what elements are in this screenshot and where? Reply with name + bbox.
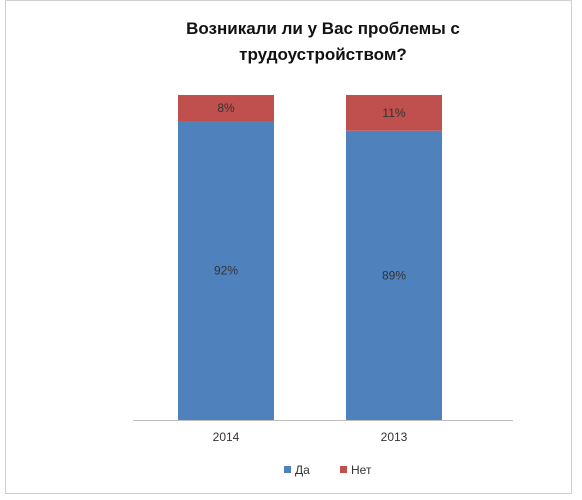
chart-title-line-1: Возникали ли у Вас проблемы с	[186, 19, 460, 38]
bar-2014-series-0	[178, 121, 274, 420]
bar-2014-series-1	[178, 95, 274, 121]
legend-swatch-net	[340, 466, 347, 473]
data-label-2014-series-1: 8%	[217, 101, 235, 115]
chart-title-line-2: трудоустройством?	[239, 45, 407, 64]
x-tick-label-2014: 2014	[213, 430, 240, 444]
chart-border	[5, 0, 572, 494]
data-label-2013-series-0: 89%	[382, 268, 406, 282]
bars-layer: 92% 8% 89% 11%	[178, 95, 442, 420]
bar-2013-series-0	[346, 130, 442, 420]
legend-label-net: Нет	[351, 463, 372, 477]
legend: Да Нет	[284, 463, 372, 477]
bar-2013-series-1	[346, 95, 442, 131]
x-tick-label-2013: 2013	[381, 430, 408, 444]
legend-swatch-da	[284, 466, 291, 473]
data-label-2014-series-0: 92%	[214, 264, 238, 278]
legend-label-da: Да	[295, 463, 310, 477]
data-label-2013-series-1: 11%	[382, 106, 405, 120]
